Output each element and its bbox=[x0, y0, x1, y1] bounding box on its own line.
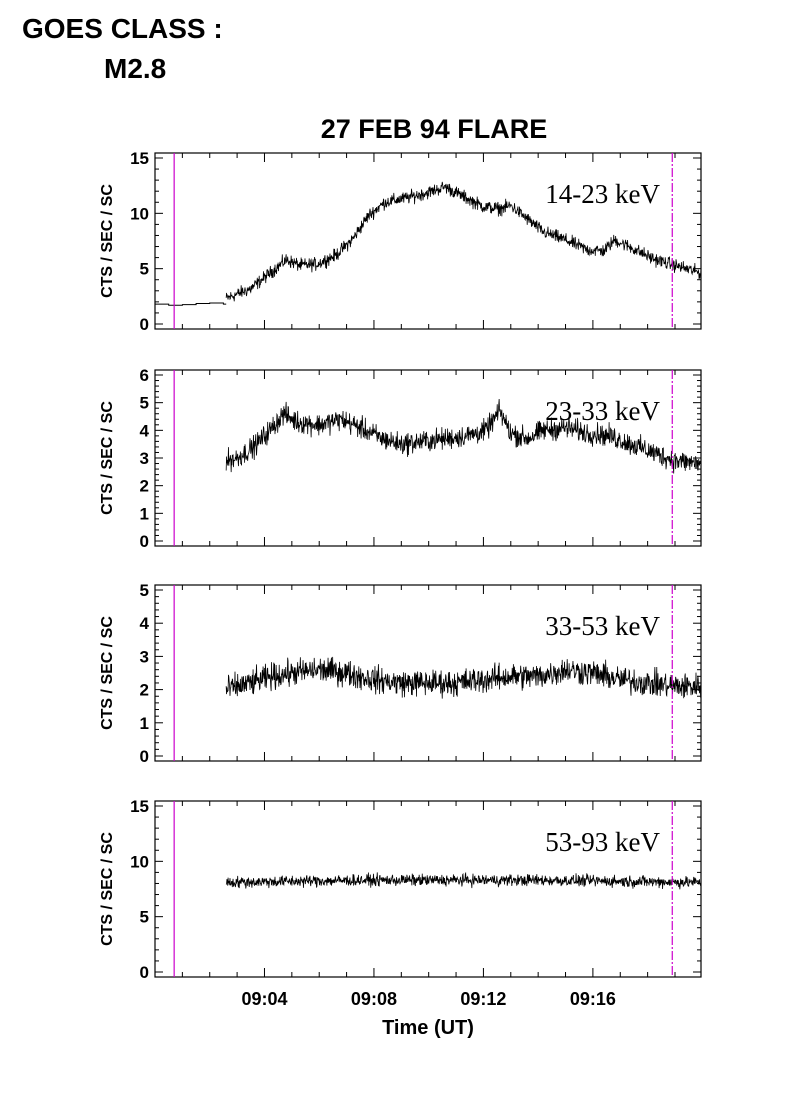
panel-2: 0 1 2 3 4 5 6 CTS / SEC / SC 23-33 keV bbox=[99, 366, 702, 551]
goes-class-value: M2.8 bbox=[104, 53, 166, 84]
panel-frame bbox=[154, 584, 702, 762]
y-tick-label: 2 bbox=[140, 681, 149, 700]
panel-frame bbox=[154, 800, 702, 978]
count-rate-trace bbox=[225, 181, 702, 302]
y-tick-label: 5 bbox=[140, 394, 149, 413]
y-axis-label: CTS / SEC / SC bbox=[99, 832, 116, 946]
y-tick-label: 10 bbox=[130, 852, 149, 871]
x-tick-label: 09:08 bbox=[351, 989, 397, 1009]
y-tick-label: 6 bbox=[140, 366, 149, 385]
count-rate-trace bbox=[225, 398, 702, 474]
energy-band-label: 23-33 keV bbox=[545, 396, 660, 426]
y-tick-label: 3 bbox=[140, 647, 149, 666]
y-tick-label: 5 bbox=[140, 260, 149, 279]
y-axis-label: CTS / SEC / SC bbox=[99, 401, 116, 515]
y-tick-label: 3 bbox=[140, 449, 149, 468]
y-tick-label: 1 bbox=[140, 714, 149, 733]
y-tick-label: 5 bbox=[140, 581, 149, 600]
y-tick-label: 2 bbox=[140, 477, 149, 496]
x-tick-label: 09:16 bbox=[570, 989, 616, 1009]
panel-1: 0 5 10 15 CTS / SEC / SC 14-23 keV bbox=[99, 149, 702, 334]
panel-3: 0 1 2 3 4 5 CTS / SEC / SC 33-53 keV bbox=[99, 581, 702, 766]
count-rate-trace bbox=[225, 871, 702, 890]
pre-flare-step bbox=[155, 302, 227, 306]
y-tick-label: 0 bbox=[140, 315, 149, 334]
x-tick-label: 09:04 bbox=[241, 989, 287, 1009]
panel-frame bbox=[154, 152, 702, 330]
energy-band-label: 14-23 keV bbox=[545, 179, 660, 209]
goes-class-label: GOES CLASS : bbox=[22, 13, 223, 44]
y-tick-label: 15 bbox=[130, 797, 149, 816]
y-axis-label: CTS / SEC / SC bbox=[99, 616, 116, 730]
y-tick-label: 0 bbox=[140, 532, 149, 551]
y-tick-label: 0 bbox=[140, 963, 149, 982]
count-rate-trace bbox=[225, 656, 702, 699]
y-tick-label: 0 bbox=[140, 747, 149, 766]
y-tick-label: 5 bbox=[140, 908, 149, 927]
y-tick-label: 4 bbox=[140, 421, 150, 440]
y-tick-label: 1 bbox=[140, 504, 149, 523]
energy-band-label: 53-93 keV bbox=[545, 827, 660, 857]
x-axis-label: Time (UT) bbox=[382, 1017, 474, 1039]
chart-title: 27 FEB 94 FLARE bbox=[321, 114, 548, 144]
y-tick-label: 15 bbox=[130, 149, 149, 168]
energy-band-label: 33-53 keV bbox=[545, 611, 660, 641]
y-tick-label: 4 bbox=[140, 614, 150, 633]
y-tick-label: 10 bbox=[130, 204, 149, 223]
x-tick-label: 09:12 bbox=[460, 989, 506, 1009]
y-axis-label: CTS / SEC / SC bbox=[99, 184, 116, 298]
panel-4: 0 5 10 15 CTS / SEC / SC 53-93 keV bbox=[99, 797, 702, 982]
